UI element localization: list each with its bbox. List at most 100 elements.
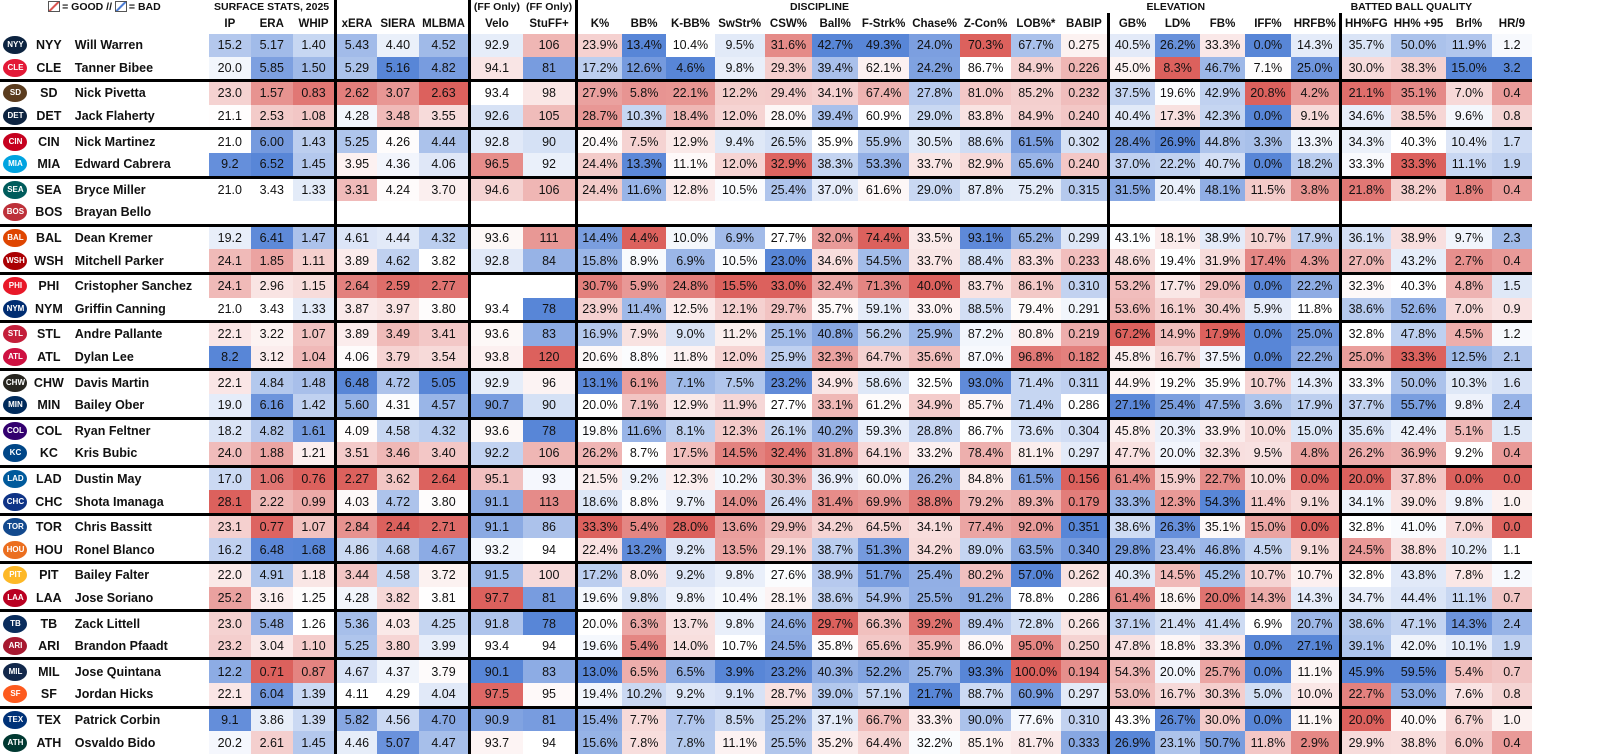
stat-cell: 47.7% <box>1106 442 1156 467</box>
column-header: Velo <box>467 13 523 34</box>
pitcher-name: Andre Pallante <box>66 320 209 346</box>
stat-cell: 53.0% <box>1390 683 1447 708</box>
table-row: MIA MIA Edward Cabrera 9.2 6.52 1.45 3.95 4.36 4… <box>0 152 1598 178</box>
stat-cell: 0.0% <box>1290 464 1341 491</box>
table-row: PHI PHI Cristopher Sanchez 24.1 2.96 1.15 2.64… <box>0 271 1598 298</box>
stat-cell: 0.0% <box>1290 512 1341 539</box>
table-row: NYY NYY Will Warren 15.2 5.17 1.40 5.43 4.40 4.5… <box>0 34 1598 57</box>
stat-cell: 10.0% <box>666 223 715 250</box>
stat-cell: 37.0% <box>1106 152 1156 178</box>
stat-cell: 28.8% <box>908 416 961 443</box>
column-header: FB% <box>1209 17 1236 30</box>
stat-cell: 80.2% <box>960 561 1011 587</box>
pitcher-name: Jose Soriano <box>74 590 154 605</box>
stat-cell: 33.3% <box>1390 152 1447 178</box>
stat-cell: 9.8% <box>714 561 765 587</box>
stat-cell: 6.00 <box>250 127 293 153</box>
stat-cell: 4.4% <box>621 223 667 250</box>
stat-cell: 25.0% <box>1290 320 1341 346</box>
stat-cell: 81.0% <box>960 79 1011 105</box>
stat-cell: 4.8% <box>1446 271 1492 298</box>
stat-cell: 71.3% <box>858 271 909 298</box>
column-header: Brl% <box>1455 17 1483 30</box>
stat-cell: 26.4% <box>764 490 813 515</box>
stat-cell: 24.0% <box>908 34 961 57</box>
team-logo-cell: TOR <box>0 512 31 539</box>
stat-cell: 2.63 <box>419 79 470 105</box>
stat-cell: 0.76 <box>292 464 336 491</box>
stat-cell: 27.1% <box>1290 634 1341 659</box>
stat-cell: 78 <box>523 609 577 635</box>
stat-cell: 1.9 <box>1491 152 1533 178</box>
stat-cell: 79.4% <box>1010 297 1061 322</box>
nationals-logo-icon: WSH <box>3 251 28 270</box>
stat-cell: 28.7% <box>575 104 622 129</box>
stat-cell: 5.82 <box>334 705 377 732</box>
stat-cell: 4.68 <box>376 538 420 563</box>
stat-cell: 91.1 <box>467 512 523 539</box>
stat-cell: 35.6% <box>908 345 961 370</box>
stat-cell: 3.2 <box>1491 56 1533 81</box>
team-abbr: WSH <box>34 253 64 268</box>
stat-cell: 106 <box>523 442 577 467</box>
stat-cell: 0.250 <box>1060 634 1109 659</box>
stat-cell: 9.1% <box>1290 490 1341 515</box>
group-header: DISCIPLINE <box>575 0 1061 13</box>
stat-cell: 0.240 <box>1060 152 1109 178</box>
pitcher-name: Kris Bubic <box>74 446 138 461</box>
stat-cell: 27.8% <box>908 79 961 105</box>
stat-cell: 85.2% <box>1010 79 1061 105</box>
stat-cell: 3.79 <box>376 345 420 370</box>
stat-cell: 3.70 <box>419 175 470 202</box>
stat-cell: 0.226 <box>1060 56 1109 81</box>
stat-cell: 4.44 <box>376 223 420 250</box>
team-logo-cell: ATL <box>0 346 31 370</box>
pitcher-name: Dustin May <box>66 464 209 491</box>
stat-cell: 34.6% <box>812 249 859 274</box>
stat-cell: 81 <box>523 705 577 732</box>
stat-cell: 19.6% <box>575 586 622 611</box>
stat-cell <box>376 201 420 226</box>
stat-cell: 92.9 <box>467 34 523 57</box>
stat-cell: 78 <box>523 416 577 443</box>
stat-cell: 7.7% <box>666 705 715 732</box>
stat-cell: 35.9% <box>908 634 961 659</box>
stat-cell: 61.6% <box>858 175 909 202</box>
stat-cell: 40.7% <box>1199 152 1246 178</box>
stat-cell: 4.82 <box>419 56 470 81</box>
stat-cell: 61.5% <box>1010 127 1061 153</box>
stat-cell: 1.40 <box>292 34 336 57</box>
stat-cell: 39.4% <box>812 104 859 129</box>
stat-cell: 43.3% <box>1106 705 1156 732</box>
stat-cell: 3.8% <box>1290 175 1341 202</box>
stat-cell: 40.4% <box>1106 104 1156 129</box>
stat-cell: 39.1% <box>1338 634 1391 659</box>
stat-cell: 67.2% <box>1106 320 1156 346</box>
stat-cell: 2.3 <box>1491 223 1533 250</box>
stat-cell: 0.302 <box>1060 127 1109 153</box>
stat-cell: 18.4% <box>666 104 715 129</box>
stat-cell: 25.4% <box>764 175 813 202</box>
stat-cell: 6.5% <box>621 657 667 684</box>
stat-cell <box>467 201 523 226</box>
stat-cell: 47.1% <box>1390 609 1447 635</box>
stat-cell: 11.1% <box>1446 586 1492 611</box>
stat-cell: 1.7 <box>1491 127 1533 153</box>
stat-cell: 11.5% <box>1245 175 1291 202</box>
stat-cell: 41.4% <box>1199 609 1246 635</box>
stat-cell: 97.5 <box>467 683 523 708</box>
stat-cell: 10.0% <box>1245 464 1291 491</box>
stat-cell: 84 <box>523 249 577 274</box>
stat-cell: 3.46 <box>376 442 420 467</box>
team-logo-cell: KC <box>0 442 31 466</box>
stat-cell: 13.4% <box>621 34 667 57</box>
stat-cell: 21.5% <box>575 464 622 491</box>
table-row: ATH ATH Osvaldo Bido 20.2 2.61 1.45 4.46 5.07 4.… <box>0 731 1598 754</box>
stat-cell: 72.8% <box>1010 609 1061 635</box>
stat-cell: 63.5% <box>1010 538 1061 563</box>
diamondbacks-logo-icon: ARI <box>3 637 28 656</box>
team-abbr: NYM <box>34 301 63 316</box>
stat-cell: 18.2 <box>208 416 251 443</box>
stat-cell: 59.1% <box>858 297 909 322</box>
